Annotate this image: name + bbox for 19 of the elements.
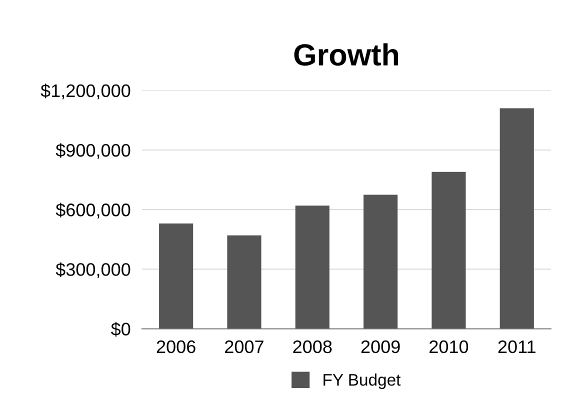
chart-title: Growth [294,43,398,66]
x-tick-label: 2009 [361,340,400,354]
y-tick-label: $900,000 [56,143,130,159]
y-tick-label: $600,000 [56,202,130,218]
y-tick-label: $0 [111,322,130,337]
bar [227,235,262,329]
bar [364,194,398,329]
x-tick-label: 2011 [498,340,536,354]
x-tick-label: 2006 [156,340,196,354]
legend-label: FY Budget [324,373,401,390]
x-tick-label: 2010 [430,340,468,354]
x-tick-label: 2007 [225,340,264,354]
x-tick-label: 2008 [293,340,332,354]
y-tick-label: $300,000 [56,262,130,278]
bar [500,108,534,329]
y-tick-label: $1,200,000 [40,84,130,100]
bar [432,172,466,329]
bar [159,224,194,329]
bar [295,206,330,329]
